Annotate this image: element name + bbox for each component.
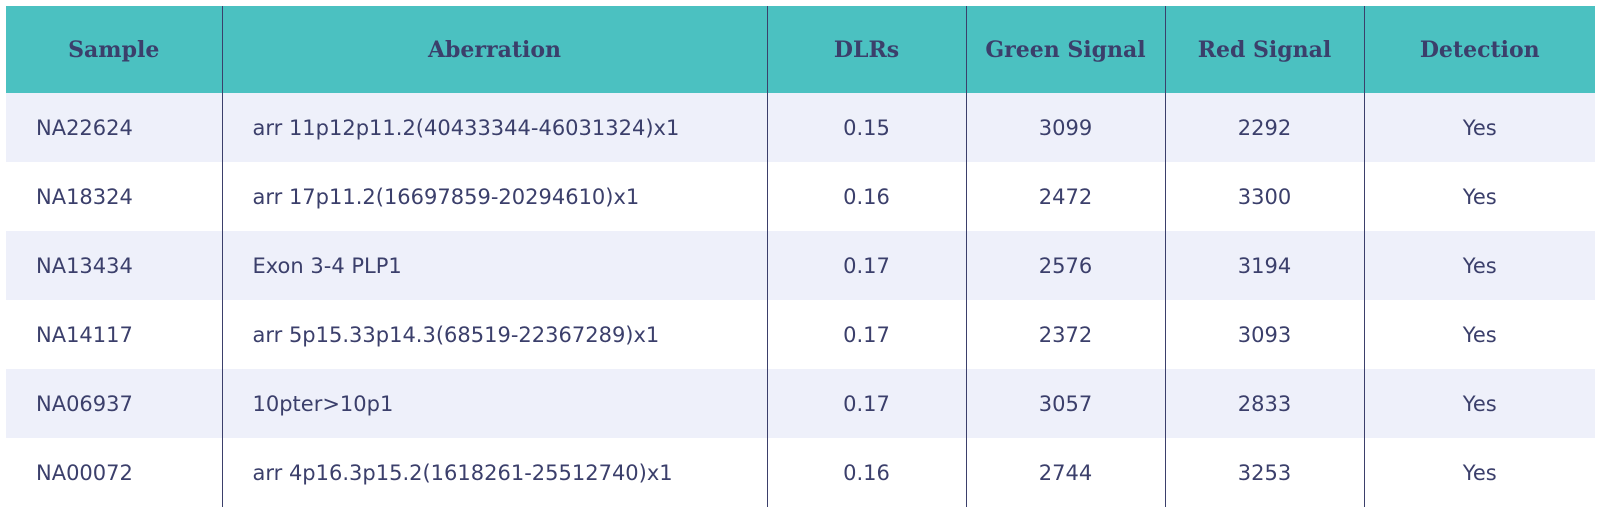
table-cell: arr 11p12p11.2(40433344-46031324)x1 [221,93,767,162]
table-cell: NA13434 [6,231,222,300]
table-cell: 3057 [965,369,1165,438]
table-cell: Yes [1363,231,1595,300]
column-header: DLRs [766,6,966,93]
table-row: NA00072 arr 4p16.3p15.2(1618261-25512740)… [6,438,1595,507]
table-body: NA22624 arr 11p12p11.2(40433344-46031324)… [6,93,1595,507]
column-header: Aberration [221,6,767,93]
table-cell: NA18324 [6,162,222,231]
table-cell: Yes [1363,300,1595,369]
table-row: NA06937 10pter>10p1 0.17 3057 2833 Yes [6,369,1595,438]
table-cell: 2833 [1164,369,1364,438]
table-cell: 3253 [1164,438,1364,507]
header-row: Sample Aberration DLRs Green Signal Red Sign… [6,6,1595,93]
table-row: NA22624 arr 11p12p11.2(40433344-46031324)… [6,93,1595,162]
table-cell: NA06937 [6,369,222,438]
table-cell: Exon 3-4 PLP1 [221,231,767,300]
table-cell: Yes [1363,93,1595,162]
table-row: NA18324 arr 17p11.2(16697859-20294610)x1 0… [6,162,1595,231]
column-header: Detection [1363,6,1595,93]
table-cell: NA00072 [6,438,222,507]
column-header: Red Signal [1164,6,1364,93]
table-cell: 2292 [1164,93,1364,162]
table-cell: 3099 [965,93,1165,162]
table-cell: 3300 [1164,162,1364,231]
table-cell: 3194 [1164,231,1364,300]
table-cell: arr 5p15.33p14.3(68519-22367289)x1 [221,300,767,369]
table-cell: 2576 [965,231,1165,300]
table-cell: 0.16 [766,162,966,231]
table-cell: 0.17 [766,369,966,438]
column-header: Sample [6,6,222,93]
table-cell: NA14117 [6,300,222,369]
table-cell: 3093 [1164,300,1364,369]
table-cell: 2372 [965,300,1165,369]
table-cell: NA22624 [6,93,222,162]
table-row: NA13434 Exon 3-4 PLP1 0.17 2576 3194 Yes [6,231,1595,300]
table-cell: 2472 [965,162,1165,231]
table-cell: Yes [1363,369,1595,438]
table-cell: arr 17p11.2(16697859-20294610)x1 [221,162,767,231]
table-cell: Yes [1363,162,1595,231]
table-cell: 10pter>10p1 [221,369,767,438]
table-cell: Yes [1363,438,1595,507]
table-cell: arr 4p16.3p15.2(1618261-25512740)x1 [221,438,767,507]
table-cell: 0.16 [766,438,966,507]
table-cell: 0.15 [766,93,966,162]
table-cell: 0.17 [766,231,966,300]
table-row: NA14117 arr 5p15.33p14.3(68519-22367289)x… [6,300,1595,369]
table-cell: 2744 [965,438,1165,507]
column-header: Green Signal [965,6,1165,93]
table-cell: 0.17 [766,300,966,369]
results-table: Sample Aberration DLRs Green Signal Red Sign… [6,6,1595,507]
